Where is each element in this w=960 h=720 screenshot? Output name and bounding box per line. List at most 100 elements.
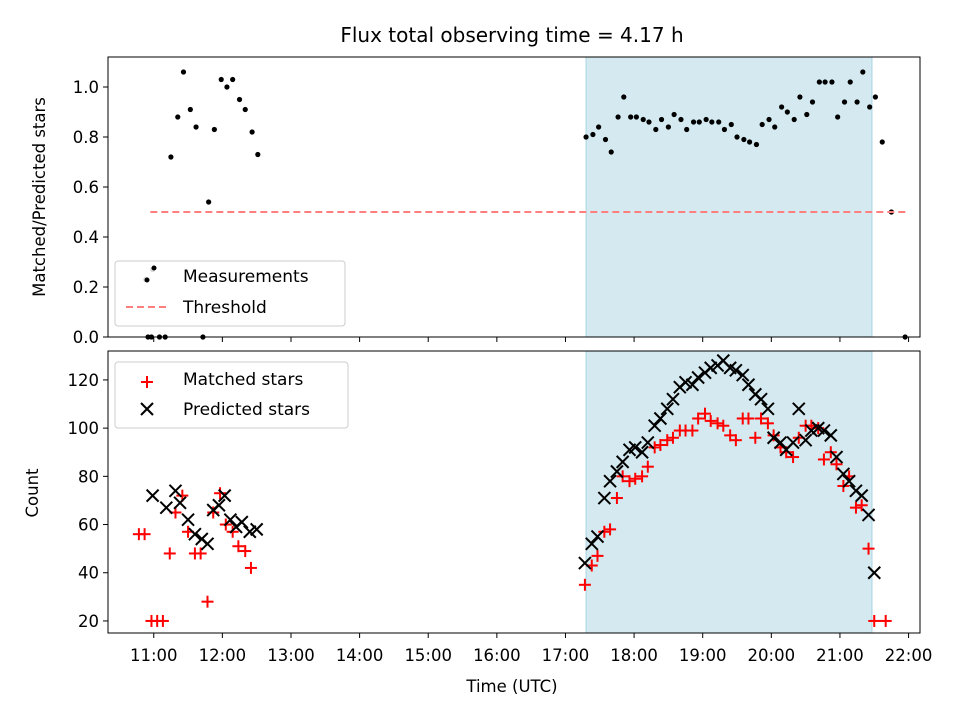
matched-star-point <box>704 414 717 427</box>
measurement-point <box>255 151 261 158</box>
measurement-point <box>784 109 790 115</box>
matched-star-point <box>591 549 604 562</box>
y-tick-label: 0.2 <box>73 278 99 297</box>
x-tick-label: 22:00 <box>885 646 933 665</box>
matched-star-point <box>156 614 169 627</box>
matched-star-point <box>641 460 654 473</box>
measurement-point <box>590 131 596 138</box>
measurement-point <box>175 114 181 120</box>
predicted-star-point <box>181 513 195 527</box>
measurement-point <box>633 114 639 120</box>
matched-star-point <box>201 595 214 608</box>
predicted-star-point <box>249 522 264 537</box>
measurement-point <box>753 141 760 148</box>
top-shaded-region <box>585 56 873 338</box>
matched-star-point <box>742 412 755 425</box>
measurement-point <box>671 111 677 118</box>
legend-threshold-label: Threshold <box>182 298 267 318</box>
bottom-x-axis-ticks: 11:00 12:00 13:00 14:00 15:00 16:00 17:00 18:00… <box>130 633 932 665</box>
measurement-point <box>615 114 621 120</box>
matched-star-point <box>862 542 875 555</box>
legend-matched-marker <box>141 376 153 388</box>
predicted-star-point <box>798 433 813 447</box>
predicted-star-point <box>635 445 649 459</box>
x-tick-label: 16:00 <box>473 646 521 665</box>
matched-star-point <box>648 441 661 454</box>
measurement-point <box>242 106 248 113</box>
measurement-point <box>608 149 614 155</box>
matched-star-point <box>855 499 868 512</box>
measurement-point <box>879 139 885 145</box>
predicted-star-point <box>628 440 642 455</box>
measurement-point <box>804 111 810 118</box>
top-x-axis-ticks <box>153 337 910 342</box>
matched-star-point <box>636 470 649 483</box>
predicted-star-point <box>223 513 238 527</box>
predicted-star-point <box>585 537 599 551</box>
predicted-star-point <box>200 537 215 551</box>
predicted-star-point <box>660 402 674 416</box>
x-axis-label: Time (UTC) <box>465 677 557 696</box>
matched-star-point <box>623 475 636 488</box>
predicted-star-point <box>792 402 806 416</box>
measurement-point <box>180 69 187 75</box>
predicted-star-point <box>145 488 160 503</box>
predicted-star-point <box>861 508 876 522</box>
predicted-star-point <box>603 474 617 488</box>
x-tick-label: 14:00 <box>336 646 384 665</box>
predicted-star-point <box>685 378 700 392</box>
measurement-point <box>809 99 816 105</box>
y-tick-label: 0.4 <box>73 228 99 247</box>
y-tick-label: 120 <box>68 371 100 390</box>
predicted-star-point <box>836 467 851 481</box>
x-tick-label: 11:00 <box>130 646 178 665</box>
predicted-star-point <box>647 419 662 433</box>
measurement-point <box>628 114 634 120</box>
measurement-point <box>621 94 627 100</box>
matched-star-point <box>817 453 830 466</box>
predicted-star-point <box>168 484 183 498</box>
matched-star-point <box>654 439 667 451</box>
bottom-shaded-region <box>585 350 873 634</box>
matched-star-point <box>232 540 245 553</box>
top-y-axis-label: Matched/Predicted stars <box>30 97 49 297</box>
legend-predicted-label: Predicted stars <box>183 400 310 420</box>
legend-predicted-marker <box>140 402 154 416</box>
measurement-point <box>860 69 866 75</box>
matched-star-point <box>717 419 730 432</box>
measurement-point <box>816 79 822 85</box>
measurement-point <box>168 154 174 160</box>
top-axes-frame <box>107 56 921 338</box>
matched-star-point <box>207 506 220 519</box>
legend-measurements-marker <box>151 265 157 271</box>
matched-star-point <box>830 458 843 471</box>
chart-title: Flux total observing time = 4.17 h <box>340 23 683 47</box>
matched-star-point <box>692 412 705 425</box>
bottom-y-axis-label: Count <box>23 468 42 518</box>
measurement-point <box>206 199 212 205</box>
measurement-point <box>829 79 835 85</box>
x-tick-label: 15:00 <box>404 646 452 665</box>
matched-star-point <box>868 614 881 627</box>
predicted-star-point <box>786 435 800 450</box>
measurement-point <box>766 116 772 123</box>
y-tick-label: 1.0 <box>73 78 99 97</box>
predicted-star-point <box>773 435 788 450</box>
measurement-point <box>728 121 734 128</box>
matched-star-point <box>755 412 768 425</box>
predicted-star-point <box>741 378 756 392</box>
measurement-point <box>734 134 740 140</box>
predicted-star-point <box>188 527 202 541</box>
predicted-star-point <box>578 556 592 570</box>
predicted-star-point <box>610 464 624 479</box>
measurement-point <box>653 126 659 133</box>
measurement-point <box>218 76 224 83</box>
matched-star-point <box>761 417 774 430</box>
matched-star-point <box>194 547 207 560</box>
predicted-star-point <box>666 392 680 406</box>
measurement-point <box>640 116 646 123</box>
legend-matched-label: Matched stars <box>183 370 303 390</box>
predicted-star-point <box>761 402 775 416</box>
bottom-axes-frame <box>107 350 921 634</box>
matched-star-point <box>686 424 699 437</box>
